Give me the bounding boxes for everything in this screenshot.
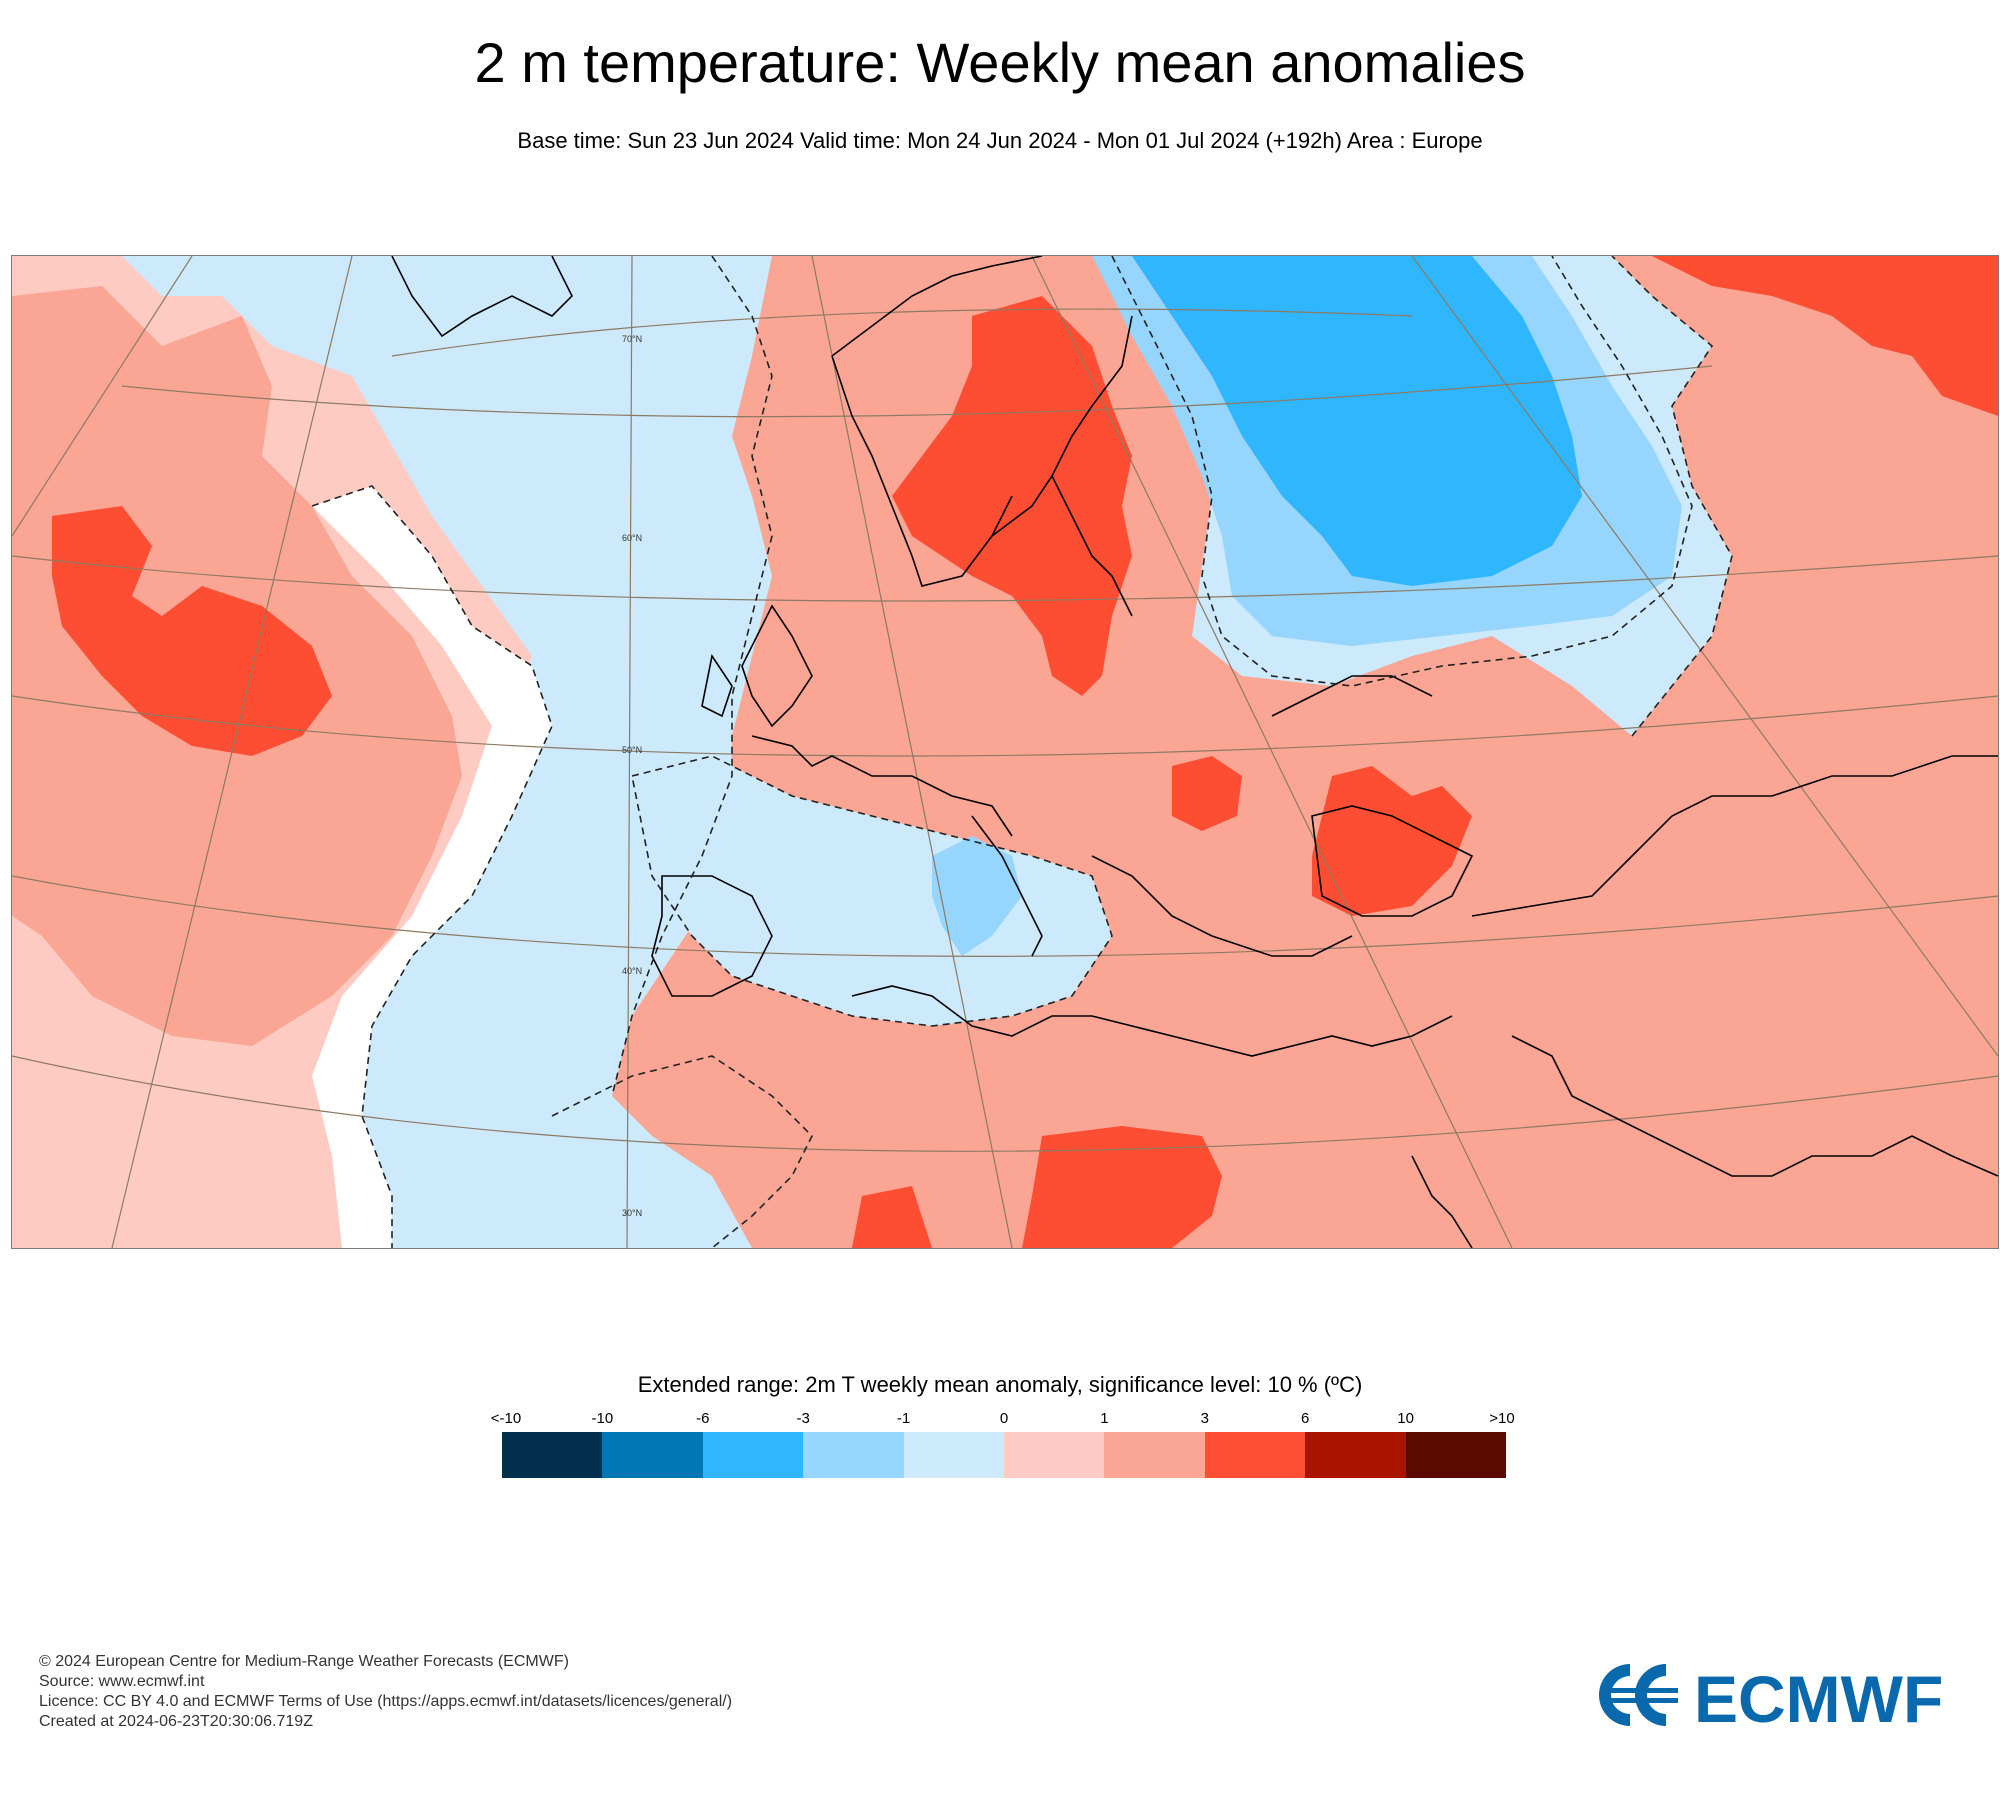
cool-region-italy [932,836,1022,956]
ecmwf-logo-icon: ECMWF [1598,1662,1943,1732]
anomaly-map[interactable]: 70°N 60°N 50°N 40°N 30°N [11,255,1999,1249]
footer-licence: Licence: CC BY 4.0 and ECMWF Terms of Us… [39,1693,733,1710]
color-legend: <-10 -10 -6 -3 -1 0 1 3 6 10 >10 [491,1410,1515,1478]
footer-created: Created at 2024-06-23T20:30:06.719Z [39,1713,313,1730]
legend-tick: 3 [1200,1410,1209,1427]
footer-copyright: © 2024 European Centre for Medium-Range … [39,1653,569,1670]
legend-tick: 10 [1397,1410,1414,1427]
legend-swatch-8 [1305,1432,1406,1478]
insignificant-band-atlantic [312,486,552,1248]
footer-credits: © 2024 European Centre for Medium-Range … [39,1652,732,1732]
warm-blob-north-africa [1022,1126,1222,1248]
legend-swatch-7 [1204,1432,1306,1478]
page-subtitle: Base time: Sun 23 Jun 2024 Valid time: M… [517,128,1483,153]
legend-swatch-5 [1004,1432,1105,1478]
legend-swatch-3 [803,1432,904,1478]
warm-blob-balkans [1172,756,1242,831]
latitude-labels: 70°N 60°N 50°N 40°N 30°N [622,334,642,1218]
lat-label-40: 40°N [622,966,642,976]
lat-label-60: 60°N [622,533,642,543]
warm-blob-siberia [1652,256,1998,416]
legend-tick: -1 [896,1410,911,1427]
page-title: 2 m temperature: Weekly mean anomalies [474,31,1526,94]
lat-label-50: 50°N [622,745,642,755]
map-svg: 70°N 60°N 50°N 40°N 30°N [12,256,1998,1248]
legend-title: Extended range: 2m T weekly mean anomaly… [637,1372,1363,1397]
legend-swatch-0 [502,1432,603,1478]
legend-tick: <-10 [490,1410,522,1427]
legend-tick: -3 [796,1410,810,1427]
logo-text: ECMWF [1694,1662,1943,1732]
legend-swatch-1 [602,1432,703,1478]
legend-tick: 1 [1100,1410,1109,1427]
warm-blob-black-sea [1312,766,1472,916]
cold-region-russia-mid [1132,256,1582,586]
coastlines [391,256,1998,1248]
graticule [12,256,1998,1248]
cool-region-mediterranean [632,756,1112,1026]
footer-source: Source: www.ecmwf.int [39,1673,205,1690]
legend-tick: 0 [999,1410,1009,1427]
legend-swatch-9 [1405,1432,1506,1478]
legend-tick: -6 [696,1410,710,1427]
legend-swatch-6 [1104,1432,1205,1478]
warm-blob-atlantic [52,506,332,756]
lat-label-30: 30°N [622,1208,642,1218]
lat-label-70: 70°N [622,334,642,344]
legend-tick: -10 [591,1410,614,1427]
legend-swatch-2 [702,1432,804,1478]
legend-tick: 6 [1301,1410,1310,1427]
legend-tick: >10 [1489,1410,1515,1427]
ecmwf-logo: ECMWF [1594,1658,1974,1732]
warm-blob-morocco [852,1186,932,1248]
legend-swatch-4 [903,1432,1004,1478]
significance-contours [311,256,1733,1248]
